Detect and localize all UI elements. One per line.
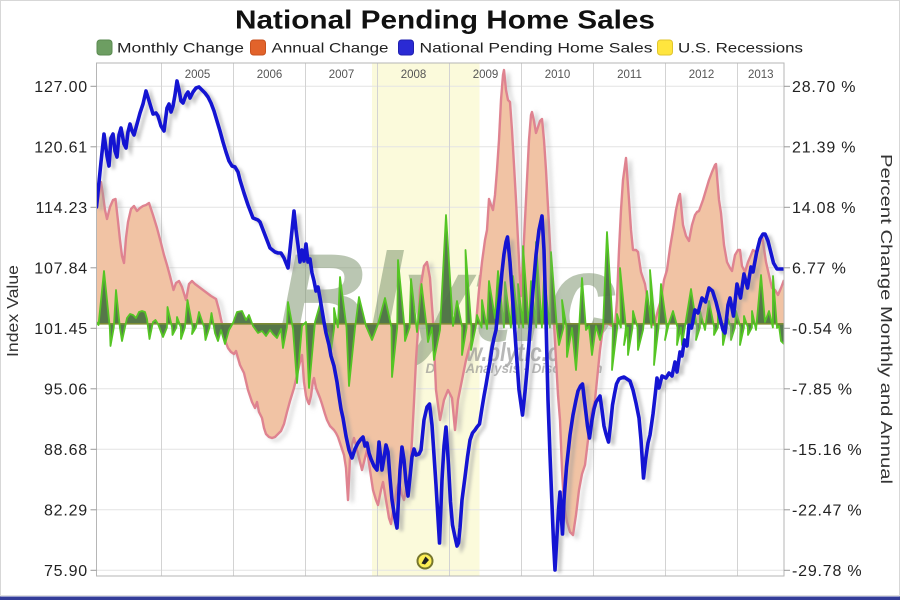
svg-text:-15.16 %: -15.16 % — [792, 442, 862, 459]
svg-text:21.39 %: 21.39 % — [792, 139, 856, 156]
svg-text:National Pending Home Sales: National Pending Home Sales — [420, 40, 653, 56]
svg-text:6.77 %: 6.77 % — [792, 260, 847, 277]
svg-text:2013: 2013 — [748, 69, 774, 81]
svg-text:82.29: 82.29 — [44, 502, 88, 519]
svg-text:2005: 2005 — [185, 69, 211, 81]
svg-text:2009: 2009 — [473, 69, 499, 81]
svg-text:95.06: 95.06 — [44, 381, 88, 398]
svg-text:Monthly Change: Monthly Change — [117, 40, 244, 56]
svg-text:107.84: 107.84 — [34, 260, 88, 277]
svg-text:-29.78 %: -29.78 % — [792, 563, 862, 580]
svg-text:120.61: 120.61 — [34, 139, 88, 156]
svg-text:National Pending Home Sales: National Pending Home Sales — [235, 5, 655, 35]
svg-text:Index Value: Index Value — [5, 265, 22, 357]
svg-text:88.68: 88.68 — [44, 442, 88, 459]
svg-text:2008: 2008 — [401, 69, 427, 81]
svg-text:14.08 %: 14.08 % — [792, 200, 856, 217]
svg-text:75.90: 75.90 — [44, 563, 88, 580]
svg-text:127.00: 127.00 — [34, 79, 88, 96]
svg-text:2007: 2007 — [329, 69, 355, 81]
svg-text:U.S. Recessions: U.S. Recessions — [678, 40, 803, 56]
svg-text:-7.85 %: -7.85 % — [792, 381, 853, 398]
svg-text:101.45: 101.45 — [34, 321, 88, 338]
svg-text:2011: 2011 — [617, 69, 642, 81]
svg-text:-22.47 %: -22.47 % — [792, 502, 862, 519]
svg-text:Percent Change Monthly and Ann: Percent Change Monthly and Annual — [877, 154, 894, 484]
svg-text:2012: 2012 — [689, 69, 715, 81]
svg-text:Annual Change: Annual Change — [272, 40, 389, 56]
svg-text:2010: 2010 — [545, 69, 571, 81]
svg-text:114.23: 114.23 — [35, 200, 88, 217]
svg-text:28.70 %: 28.70 % — [792, 79, 856, 96]
svg-text:-0.54 %: -0.54 % — [792, 321, 853, 338]
svg-text:2006: 2006 — [257, 69, 283, 81]
